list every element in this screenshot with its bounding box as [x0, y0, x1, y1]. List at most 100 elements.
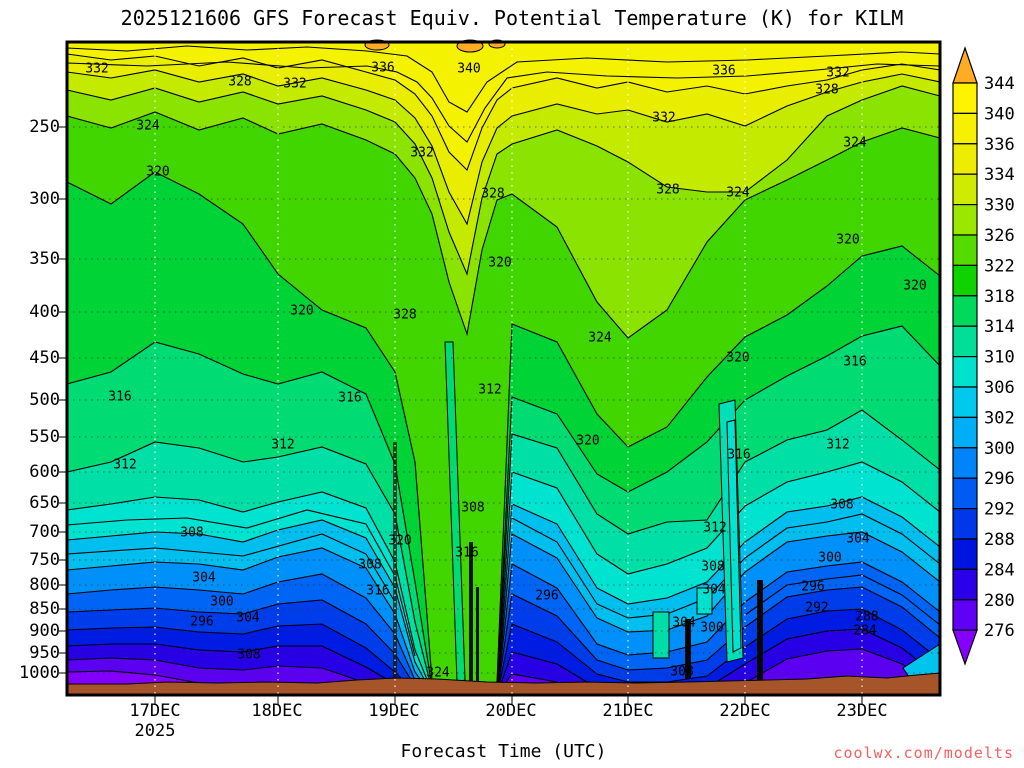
colorbar-segment	[952, 477, 978, 510]
contour-label: 332	[283, 77, 306, 92]
contour-label: 308	[830, 498, 853, 513]
colorbar-label: 326	[984, 226, 1015, 246]
colorbar-segment	[952, 508, 978, 540]
chart-title: 2025121606 GFS Forecast Equiv. Potential…	[120, 6, 904, 30]
contour-label: 324	[136, 119, 160, 134]
contour-label: 316	[338, 391, 361, 406]
contour-label: 328	[228, 75, 251, 90]
contour-label: 324	[726, 186, 750, 201]
watermark-link[interactable]: coolwx.com/modelts	[833, 744, 1014, 762]
y-tick-label: 900	[29, 621, 60, 641]
y-tick-label: 700	[29, 522, 60, 542]
colorbar-label: 314	[984, 317, 1015, 337]
colorbar-segment	[952, 204, 978, 236]
contour-label: 304	[846, 532, 870, 547]
colorbar-label: 306	[984, 378, 1015, 398]
colorbar-segment	[952, 264, 978, 297]
colorbar-label: 292	[984, 500, 1015, 520]
colorbar-label: 300	[984, 439, 1015, 459]
colorbar-tick-labels: 344 340 336 334 330 326 322 318 314 310 …	[984, 74, 1015, 641]
y-tick-label: 750	[29, 550, 60, 570]
contour-label: 308	[461, 501, 484, 516]
colorbar-label: 340	[984, 104, 1015, 124]
contour-label: 328	[393, 308, 416, 323]
contour-label: 332	[410, 146, 433, 161]
contour-label: 296	[535, 589, 558, 604]
colorbar-label: 336	[984, 135, 1015, 155]
contour-label: 312	[826, 438, 849, 453]
contour-label: 316	[366, 584, 389, 599]
contour-lines	[66, 45, 941, 696]
dense-contour-bar	[476, 587, 479, 691]
contour-label: 296	[801, 580, 824, 595]
contour-label: 320	[488, 256, 511, 271]
contour-label: 332	[826, 66, 849, 81]
contour-label: 304	[702, 583, 726, 598]
x-axis-year-label: 2025	[134, 721, 176, 741]
contour-label: 292	[805, 601, 828, 616]
contour-label: 320	[903, 279, 926, 294]
contour-label: 320	[388, 534, 411, 549]
dense-contour-bar	[469, 542, 473, 688]
boxed-pocket	[652, 611, 670, 659]
colorbar-segment	[952, 325, 978, 358]
contour-label: 320	[726, 351, 749, 366]
contour-label: 316	[455, 546, 478, 561]
boxed-pocket	[696, 587, 713, 615]
column-22dec-inner	[726, 419, 742, 653]
column-teal-sliver	[444, 341, 466, 683]
colorbar-segment	[952, 416, 978, 449]
y-tick-label: 650	[29, 493, 60, 513]
colorbar-segment	[952, 234, 978, 266]
y-tick-label: 950	[29, 643, 60, 663]
colorbar-label: 296	[984, 469, 1015, 489]
contour-label: 312	[113, 458, 136, 473]
contour-label: 304	[236, 611, 260, 626]
x-tick-label: 18DEC	[251, 701, 303, 721]
colorbar-label: 334	[984, 165, 1015, 185]
vertical-gridlines	[154, 42, 863, 695]
contour-label: 328	[656, 183, 679, 198]
dense-contour-bar	[685, 619, 691, 679]
contour-label: 316	[108, 390, 131, 405]
colorbar-label: 318	[984, 287, 1015, 307]
contour-label: 320	[290, 304, 313, 319]
y-tick-label: 300	[29, 189, 60, 209]
colorbar-label: 330	[984, 196, 1015, 216]
colorbar-segment	[952, 295, 978, 327]
contour-label: 300	[700, 621, 723, 636]
y-tick-label: 850	[29, 599, 60, 619]
x-tick-label: 21DEC	[602, 701, 654, 721]
colorbar-label: 276	[984, 621, 1015, 641]
contour-label: 308	[670, 665, 693, 680]
y-tick-label: 450	[29, 348, 60, 368]
colorbar-label: 280	[984, 591, 1015, 611]
convective-column-overlays	[393, 341, 941, 691]
y-tick-label: 400	[29, 302, 60, 322]
x-tick-label: 22DEC	[719, 701, 771, 721]
contour-label: 332	[85, 62, 108, 77]
y-tick-label: 550	[29, 427, 60, 447]
colorbar-segment	[952, 112, 978, 145]
x-tick-label: 23DEC	[836, 701, 888, 721]
colorbar-over-arrow	[952, 46, 978, 84]
contour-label: 336	[712, 64, 735, 79]
contour-label: 324	[426, 666, 450, 681]
contour-label: 324	[843, 136, 867, 151]
dense-contour-bar	[393, 442, 397, 678]
colorbar-segments	[952, 46, 978, 666]
contour-label: 296	[190, 615, 213, 630]
contour-value-labels: 332 328 332 336 340 336 332 328 324 332 …	[85, 61, 926, 681]
colorbar-label: 322	[984, 256, 1015, 276]
colorbar-segment	[952, 386, 978, 418]
contour-label: 312	[271, 438, 294, 453]
y-tick-label: 350	[29, 249, 60, 269]
x-tick-label: 20DEC	[485, 701, 537, 721]
contour-label: 336	[371, 61, 394, 76]
contour-label: 300	[818, 551, 841, 566]
colorbar-label: 302	[984, 408, 1015, 428]
contour-label: 308	[358, 558, 381, 573]
contour-label: 332	[652, 111, 675, 126]
y-tick-label: 800	[29, 575, 60, 595]
contour-label: 304	[672, 616, 696, 631]
